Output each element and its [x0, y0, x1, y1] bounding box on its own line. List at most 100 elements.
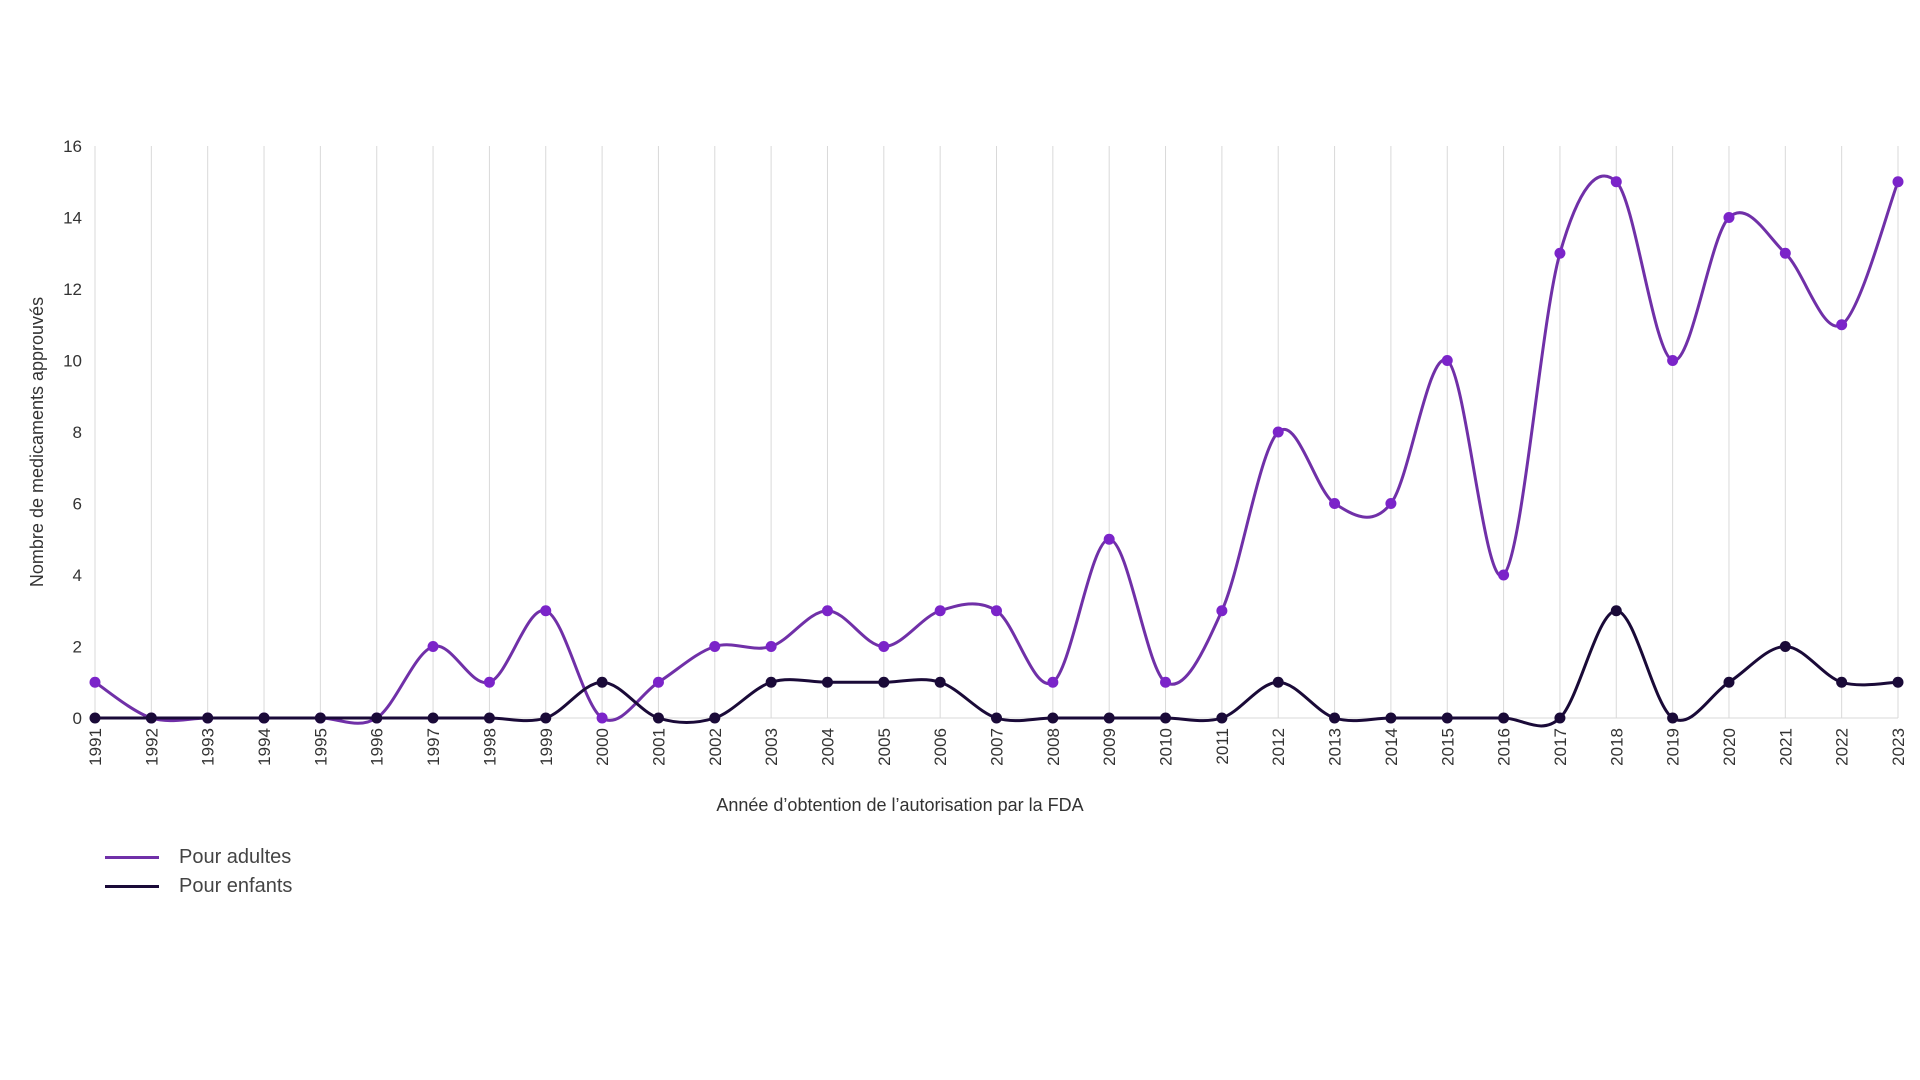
- y-tick-label: 10: [63, 352, 82, 371]
- data-point: [1610, 176, 1622, 188]
- data-point: [483, 712, 495, 724]
- x-tick-label: 1993: [199, 728, 218, 766]
- data-point: [1892, 176, 1904, 188]
- data-point: [821, 605, 833, 617]
- data-point: [1667, 712, 1679, 724]
- data-point: [427, 712, 439, 724]
- data-point: [709, 641, 721, 652]
- legend-swatch-adultes: [105, 856, 159, 859]
- data-point: [1216, 605, 1228, 617]
- data-point: [1498, 712, 1510, 724]
- series-line: [94, 174, 1900, 725]
- data-point: [878, 676, 890, 688]
- data-point: [1160, 712, 1172, 724]
- x-tick-label: 1999: [537, 728, 556, 766]
- data-point: [596, 712, 608, 724]
- y-tick-label: 4: [73, 566, 82, 585]
- legend-item-adultes: Pour adultes: [105, 843, 292, 872]
- data-point: [1610, 605, 1622, 617]
- data-point: [1047, 676, 1059, 688]
- data-point: [709, 712, 721, 724]
- x-tick-label: 1995: [311, 728, 330, 766]
- x-tick-label: 1991: [86, 728, 105, 766]
- x-tick-label: 1994: [255, 728, 274, 766]
- data-point: [1498, 569, 1510, 581]
- x-tick-label: 1992: [142, 728, 161, 766]
- data-point: [1667, 355, 1679, 366]
- chart-legend: Pour adultes Pour enfants: [105, 843, 292, 901]
- series-enfants: [89, 605, 1904, 728]
- legend-label-adultes: Pour adultes: [179, 846, 292, 868]
- data-point: [934, 605, 946, 617]
- data-point: [1385, 712, 1397, 724]
- data-point: [652, 676, 664, 688]
- x-tick-label: 2004: [818, 728, 837, 766]
- x-tick-label: 2010: [1157, 728, 1176, 766]
- chart-series: [89, 174, 1904, 728]
- data-point: [202, 712, 214, 724]
- x-tick-label: 2001: [649, 728, 668, 766]
- data-point: [314, 712, 326, 724]
- data-point: [540, 712, 552, 724]
- legend-item-enfants: Pour enfants: [105, 872, 292, 901]
- data-point: [1385, 498, 1397, 509]
- data-point: [1892, 676, 1904, 688]
- x-tick-label: 2000: [593, 728, 612, 766]
- data-point: [1723, 676, 1735, 688]
- data-point: [1441, 712, 1453, 724]
- y-tick-label: 14: [63, 209, 82, 228]
- x-tick-label: 2013: [1326, 728, 1345, 766]
- data-point: [991, 712, 1002, 724]
- x-tick-label: 2008: [1044, 728, 1063, 766]
- x-tick-label: 2011: [1213, 728, 1232, 765]
- data-point: [483, 676, 495, 688]
- data-point: [1554, 247, 1566, 259]
- data-point: [652, 712, 664, 724]
- x-tick-label: 2017: [1551, 728, 1570, 766]
- x-tick-label: 2020: [1720, 728, 1739, 766]
- data-point: [1103, 712, 1115, 724]
- data-point: [1836, 676, 1848, 688]
- data-point: [934, 676, 946, 688]
- data-point: [878, 641, 890, 652]
- data-point: [258, 712, 270, 724]
- x-tick-label: 2023: [1889, 728, 1908, 766]
- data-point: [1836, 319, 1848, 331]
- data-point: [1216, 712, 1228, 724]
- y-tick-label: 0: [73, 709, 82, 728]
- data-point: [991, 605, 1002, 617]
- data-point: [1779, 641, 1791, 652]
- data-point: [89, 676, 101, 688]
- y-axis: 0 2 4 6 8 10 12 14 16: [63, 137, 82, 728]
- x-tick-label: 1996: [368, 728, 387, 766]
- y-tick-label: 12: [63, 280, 82, 299]
- chart-grid: [94, 146, 1899, 719]
- data-point: [1329, 712, 1341, 724]
- data-point: [1272, 676, 1284, 688]
- data-point: [1441, 355, 1453, 366]
- y-tick-label: 16: [63, 137, 82, 156]
- x-tick-label: 1997: [424, 728, 443, 766]
- x-axis-label: Année d’obtention de l’autorisation par …: [716, 795, 1083, 815]
- x-tick-label: 2015: [1438, 728, 1457, 766]
- data-point: [1103, 533, 1115, 545]
- y-tick-label: 6: [73, 495, 82, 514]
- data-point: [427, 641, 439, 652]
- x-tick-label: 2018: [1607, 728, 1626, 766]
- data-point: [540, 605, 552, 617]
- x-tick-label: 2005: [875, 728, 894, 766]
- data-point: [1160, 676, 1172, 688]
- x-tick-label: 2006: [931, 728, 950, 766]
- x-tick-label: 2021: [1776, 728, 1795, 766]
- y-axis-label: Nombre de medicaments approuvés: [27, 297, 47, 587]
- data-point: [1723, 212, 1735, 223]
- legend-label-enfants: Pour enfants: [179, 875, 293, 897]
- x-tick-label: 2002: [706, 728, 725, 766]
- x-tick-label: 2022: [1833, 728, 1852, 766]
- data-point: [1329, 498, 1341, 509]
- x-tick-label: 2016: [1495, 728, 1514, 766]
- data-point: [145, 712, 157, 724]
- data-point: [1047, 712, 1059, 724]
- x-tick-label: 2019: [1664, 728, 1683, 766]
- data-point: [89, 712, 101, 724]
